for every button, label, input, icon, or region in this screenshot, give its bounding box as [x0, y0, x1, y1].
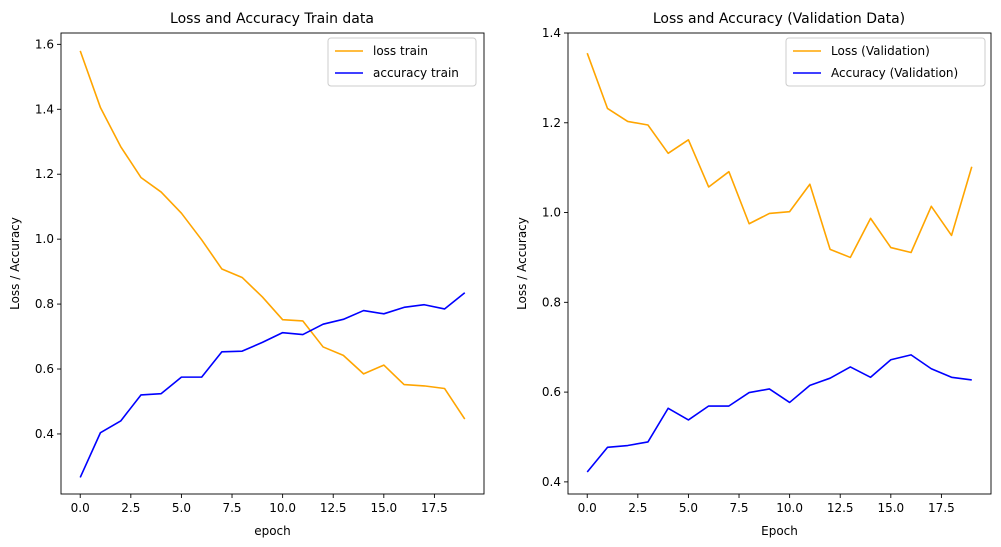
x-tick-label: 12.5: [827, 501, 854, 515]
chart-title: Loss and Accuracy (Validation Data): [653, 11, 905, 27]
plot-frame: [567, 32, 992, 495]
x-tick-label: 0.0: [71, 501, 90, 515]
plot-frame: [60, 32, 485, 495]
y-tick-label: 0.4: [35, 427, 54, 441]
x-axis-label: Epoch: [761, 524, 798, 538]
loss-line: [79, 50, 466, 420]
y-axis-label: Loss / Accuracy: [515, 217, 529, 310]
legend-box: [785, 37, 986, 87]
legend: loss train accuracy train: [327, 37, 477, 87]
y-tick-label: 1.6: [35, 37, 54, 51]
x-tick-label: 12.5: [320, 501, 347, 515]
chart-panel-1: Loss and Accuracy Train data 0.0 2.5 5.0 7.5…: [8, 11, 485, 538]
legend-label: Loss (Validation): [831, 44, 930, 58]
x-tick-label: 7.5: [222, 501, 241, 515]
y-tick-label: 0.4: [542, 475, 561, 489]
legend-box: [327, 37, 477, 87]
y-tick-label: 1.0: [542, 206, 561, 220]
x-tick-label: 2.5: [121, 501, 140, 515]
accuracy-line: [586, 354, 972, 473]
legend: Loss (Validation) Accuracy (Validation): [785, 37, 986, 87]
y-tick-label: 0.6: [35, 362, 54, 376]
y-tick-label: 1.4: [35, 102, 54, 116]
x-tick-label: 15.0: [877, 501, 904, 515]
x-tick-label: 5.0: [679, 501, 698, 515]
x-tick-label: 17.5: [928, 501, 955, 515]
chart-title: Loss and Accuracy Train data: [170, 11, 374, 27]
legend-label: Accuracy (Validation): [831, 66, 958, 80]
legend-label: loss train: [373, 44, 428, 58]
chart-panel-2: Loss and Accuracy (Validation Data) 0.0 2.…: [515, 11, 992, 538]
y-tick-label: 0.8: [542, 295, 561, 309]
loss-line: [586, 52, 973, 259]
x-tick-label: 17.5: [421, 501, 448, 515]
x-tick-label: 10.0: [269, 501, 296, 515]
x-tick-label: 15.0: [370, 501, 397, 515]
x-tick-label: 10.0: [776, 501, 803, 515]
y-tick-label: 0.8: [35, 297, 54, 311]
y-tick-label: 1.2: [542, 116, 561, 130]
x-axis-label: epoch: [254, 524, 291, 538]
y-tick-label: 1.4: [542, 26, 561, 40]
x-tick-label: 2.5: [628, 501, 647, 515]
y-tick-label: 1.0: [35, 232, 54, 246]
y-tick-label: 1.2: [35, 167, 54, 181]
x-tick-label: 0.0: [578, 501, 597, 515]
y-tick-label: 0.6: [542, 385, 561, 399]
y-axis-label: Loss / Accuracy: [8, 217, 22, 310]
x-tick-label: 5.0: [172, 501, 191, 515]
accuracy-line: [79, 292, 466, 478]
legend-label: accuracy train: [373, 66, 459, 80]
x-tick-label: 7.5: [729, 501, 748, 515]
